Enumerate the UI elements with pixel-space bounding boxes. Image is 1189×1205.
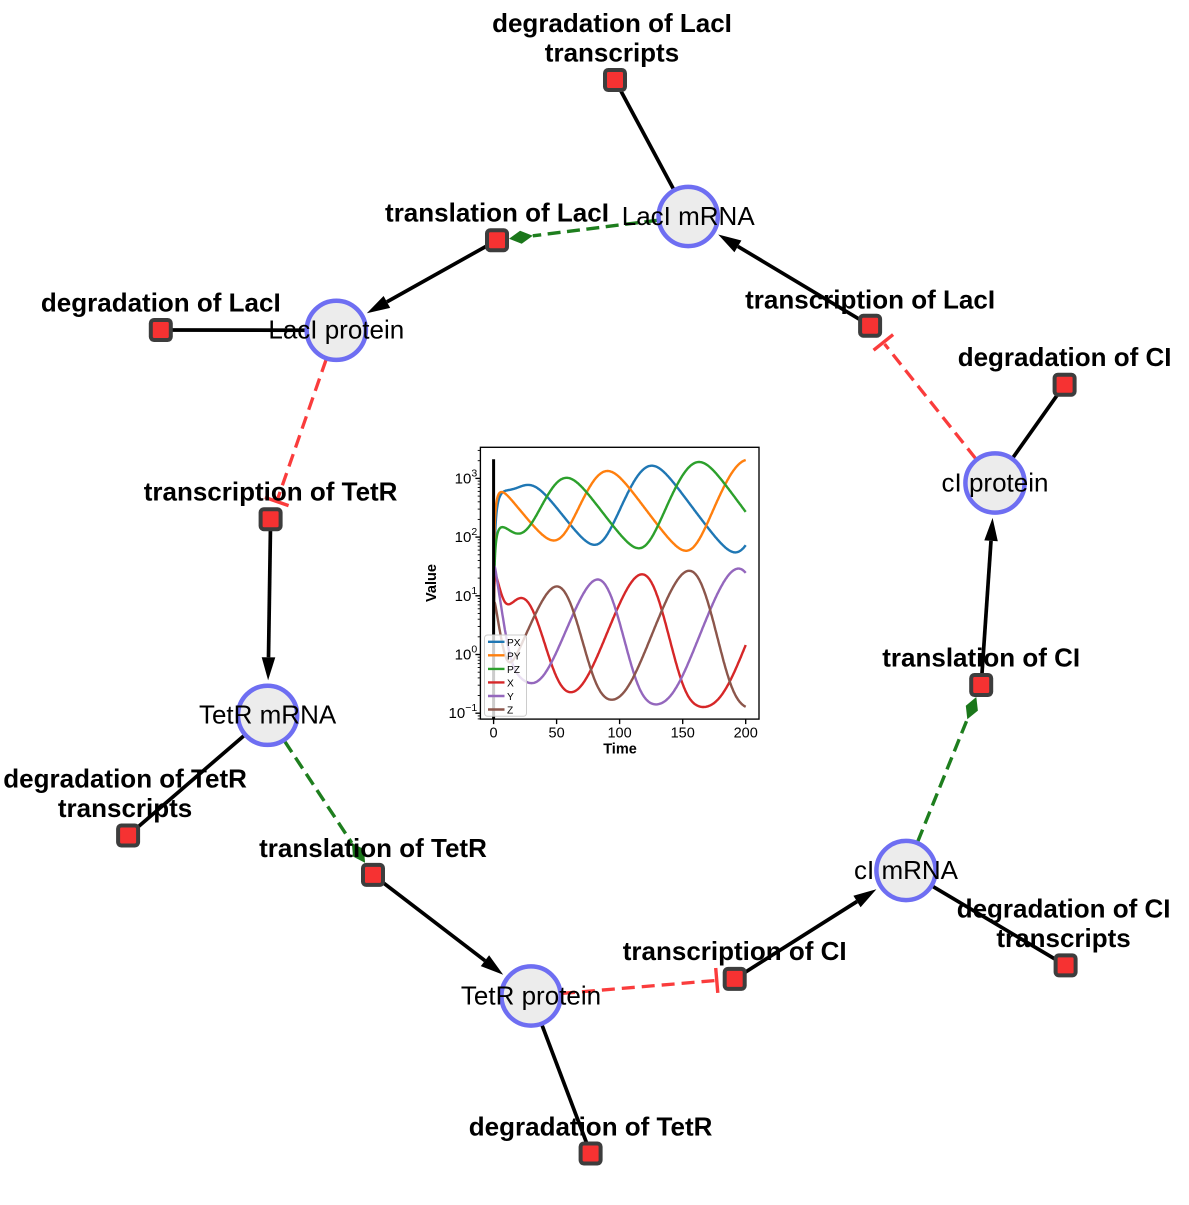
svg-text:Z: Z — [507, 706, 513, 717]
svg-text:transcripts: transcripts — [545, 37, 679, 67]
svg-text:cI mRNA: cI mRNA — [854, 855, 959, 885]
svg-text:150: 150 — [671, 726, 695, 742]
svg-text:50: 50 — [549, 726, 565, 742]
svg-text:degradation of CI: degradation of CI — [958, 342, 1172, 372]
svg-text:100: 100 — [607, 726, 631, 742]
svg-text:translation of CI: translation of CI — [882, 642, 1080, 672]
svg-text:degradation of TetR: degradation of TetR — [3, 763, 247, 793]
svg-text:translation of TetR: translation of TetR — [259, 833, 487, 863]
svg-text:X: X — [507, 678, 514, 689]
svg-text:degradation of LacI: degradation of LacI — [41, 287, 281, 317]
svg-text:200: 200 — [734, 726, 758, 742]
svg-text:LacI protein: LacI protein — [268, 315, 404, 345]
svg-text:0: 0 — [490, 726, 498, 742]
svg-text:PX: PX — [507, 638, 521, 649]
svg-text:translation of LacI: translation of LacI — [385, 198, 609, 228]
svg-text:cI protein: cI protein — [942, 467, 1049, 497]
svg-text:PY: PY — [507, 651, 521, 662]
svg-text:degradation of LacI: degradation of LacI — [492, 8, 732, 38]
svg-text:degradation of TetR: degradation of TetR — [469, 1112, 713, 1142]
svg-text:transcription of LacI: transcription of LacI — [745, 285, 995, 315]
svg-text:Y: Y — [507, 692, 514, 703]
svg-text:degradation of CI: degradation of CI — [957, 893, 1171, 923]
svg-text:PZ: PZ — [507, 665, 520, 676]
svg-text:Value: Value — [424, 564, 440, 602]
svg-text:transcription of TetR: transcription of TetR — [144, 477, 398, 507]
svg-text:transcripts: transcripts — [996, 923, 1130, 953]
svg-text:TetR protein: TetR protein — [461, 980, 601, 1010]
svg-text:transcripts: transcripts — [58, 793, 192, 823]
svg-text:transcription of CI: transcription of CI — [623, 936, 847, 966]
svg-text:Time: Time — [603, 742, 637, 758]
svg-text:LacI mRNA: LacI mRNA — [622, 201, 756, 231]
svg-text:TetR mRNA: TetR mRNA — [199, 700, 337, 730]
